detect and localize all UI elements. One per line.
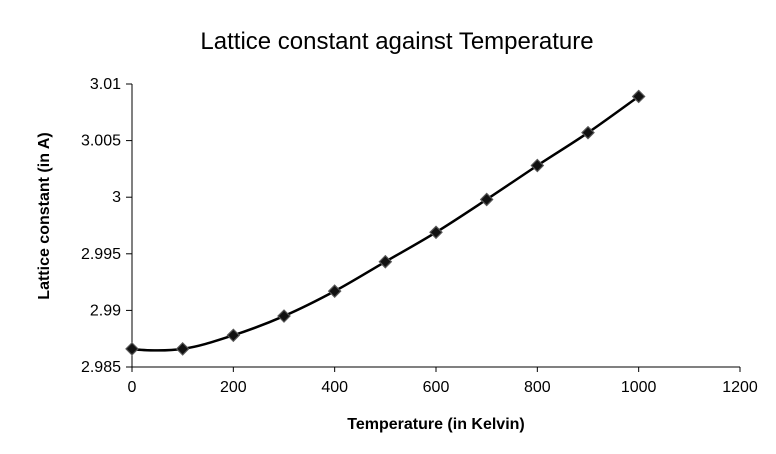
y-tick-label: 3.01 (90, 76, 121, 93)
x-axis-title: Temperature (in Kelvin) (347, 416, 525, 433)
data-point (125, 342, 139, 356)
y-tick-label: 3.005 (81, 133, 121, 150)
x-tick-label: 800 (524, 379, 551, 396)
x-tick-label: 1000 (621, 379, 657, 396)
y-ticks: 2.985 2.99 2.995 3 3.005 3.01 (81, 76, 132, 376)
data-point (175, 342, 190, 356)
data-point (530, 158, 545, 173)
y-tick-label: 2.995 (81, 246, 121, 263)
data-point (378, 254, 393, 269)
y-tick-label: 3 (112, 189, 121, 206)
data-point (226, 328, 241, 343)
data-markers (125, 89, 646, 356)
data-point (581, 125, 595, 140)
trendline (131, 95, 640, 352)
x-tick-label: 400 (321, 379, 348, 396)
y-axis-title-group: Lattice constant (in A) (36, 132, 53, 299)
data-point (479, 192, 494, 207)
x-tick-label: 200 (220, 379, 247, 396)
y-axis-title: Lattice constant (in A) (36, 132, 53, 299)
data-point (429, 225, 443, 240)
x-ticks: 0 200 400 600 800 1000 1200 (128, 367, 758, 396)
x-tick-label: 600 (423, 379, 450, 396)
data-point (277, 309, 291, 323)
data-point (631, 89, 646, 104)
y-tick-label: 2.99 (90, 302, 121, 319)
y-tick-label: 2.985 (81, 359, 121, 376)
chart-title: Lattice constant against Temperature (200, 28, 593, 55)
x-tick-label: 0 (128, 379, 137, 396)
x-tick-label: 1200 (722, 379, 758, 396)
data-point (327, 284, 342, 299)
